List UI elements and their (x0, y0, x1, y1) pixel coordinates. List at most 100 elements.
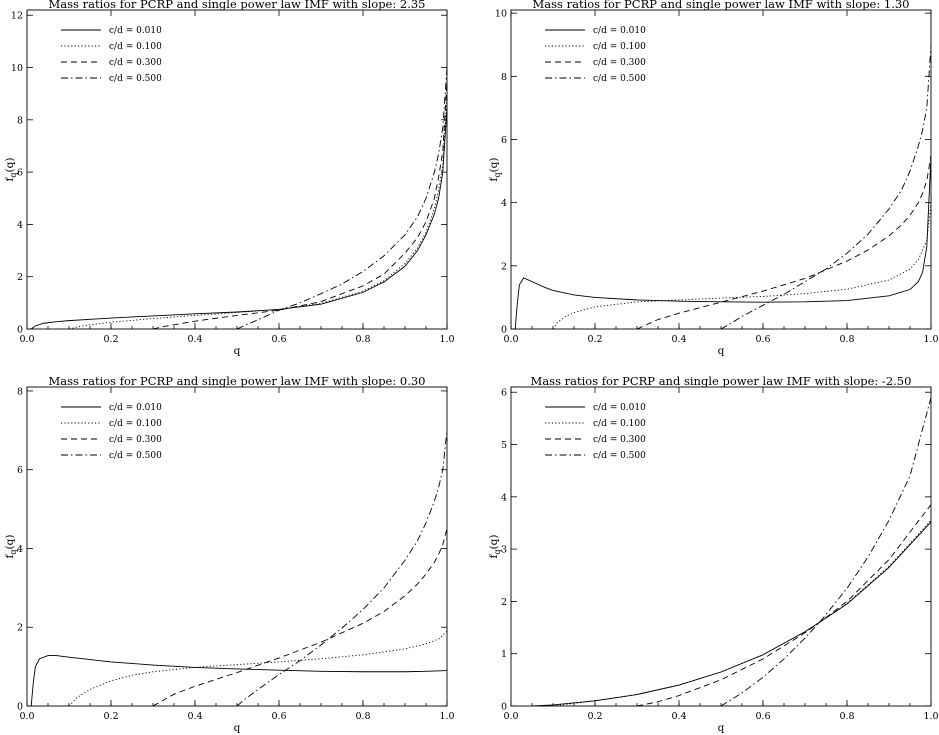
legend-label: c/d = 0.100 (109, 419, 162, 429)
x-tick-label: 0.2 (103, 711, 118, 722)
legend-label: c/d = 0.100 (593, 419, 646, 429)
series-line-4 (236, 67, 447, 329)
y-tick-label: 4 (17, 544, 23, 555)
x-tick-label: 0.2 (587, 334, 602, 345)
x-tick-label: 0.6 (271, 334, 286, 345)
legend-label: c/d = 0.300 (109, 435, 162, 445)
y-tick-label: 4 (501, 198, 507, 209)
series-line-3 (152, 528, 447, 706)
chart-title: Mass ratios for PCRP and single power la… (531, 374, 912, 388)
series-line-2 (552, 520, 931, 706)
y-tick-label: 2 (501, 261, 507, 272)
plot-frame (510, 9, 932, 330)
plot-frame (26, 386, 448, 707)
chart-panel-3: Mass ratios for PCRP and single power la… (4, 374, 455, 734)
legend-label: c/d = 0.100 (109, 42, 162, 52)
x-tick-label: 0.8 (355, 711, 370, 722)
series-line-4 (236, 430, 447, 706)
y-tick-label: 0 (17, 325, 23, 336)
y-tick-label: 8 (17, 115, 23, 126)
y-tick-label: 6 (501, 135, 507, 146)
x-tick-label: 0.4 (671, 334, 686, 345)
legend-label: c/d = 0.010 (593, 403, 646, 413)
y-tick-label: 6 (501, 388, 507, 399)
y-tick-label: 6 (17, 465, 23, 476)
chart-title: Mass ratios for PCRP and single power la… (49, 374, 426, 388)
y-tick-label: 2 (17, 272, 23, 283)
y-tick-label: 10 (495, 9, 507, 20)
plot-frame (510, 386, 932, 707)
chart-panel-4: Mass ratios for PCRP and single power la… (488, 374, 939, 734)
y-axis-label: fq(q) (488, 535, 502, 559)
x-tick-label: 1.0 (923, 711, 938, 722)
x-tick-label: 0.4 (187, 334, 202, 345)
y-axis-label: fq(q) (4, 158, 18, 182)
y-tick-label: 4 (17, 220, 23, 231)
legend-label: c/d = 0.500 (109, 451, 162, 461)
x-tick-label: 0.2 (103, 334, 118, 345)
series-line-2 (552, 202, 931, 329)
x-axis-label: q (234, 722, 241, 734)
legend-label: c/d = 0.500 (109, 74, 162, 84)
x-tick-label: 0.2 (587, 711, 602, 722)
y-axis-label: fq(q) (488, 158, 502, 182)
series-line-1 (531, 521, 931, 706)
series-line-4 (720, 397, 931, 706)
x-tick-label: 0.8 (839, 711, 854, 722)
series-line-2 (68, 630, 447, 706)
x-tick-label: 0.6 (755, 334, 770, 345)
series-line-3 (636, 504, 931, 706)
x-tick-label: 1.0 (923, 334, 938, 345)
x-tick-label: 0.6 (755, 711, 770, 722)
y-tick-label: 8 (17, 386, 23, 397)
x-tick-label: 0.6 (271, 711, 286, 722)
x-tick-label: 1.0 (439, 711, 454, 722)
legend-label: c/d = 0.300 (109, 58, 162, 68)
x-tick-label: 1.0 (439, 334, 454, 345)
y-tick-label: 0 (501, 702, 507, 713)
chart-panel-2: Mass ratios for PCRP and single power la… (488, 0, 939, 357)
x-axis-label: q (718, 722, 725, 734)
legend-label: c/d = 0.010 (109, 403, 162, 413)
y-tick-label: 2 (501, 597, 507, 608)
y-tick-label: 3 (501, 545, 507, 556)
series-line-1 (30, 106, 447, 329)
x-tick-label: 0.4 (671, 711, 686, 722)
y-tick-label: 1 (501, 649, 507, 660)
y-tick-label: 0 (17, 702, 23, 713)
legend-label: c/d = 0.300 (593, 58, 646, 68)
y-tick-label: 10 (11, 63, 23, 74)
chart-title: Mass ratios for PCRP and single power la… (533, 0, 910, 11)
x-tick-label: 0.0 (503, 334, 518, 345)
legend-label: c/d = 0.100 (593, 42, 646, 52)
x-tick-label: 0.4 (187, 711, 202, 722)
y-tick-label: 6 (17, 168, 23, 179)
series-line-1 (30, 655, 447, 706)
legend-label: c/d = 0.010 (593, 26, 646, 36)
series-line-3 (636, 155, 931, 329)
series-line-2 (68, 93, 447, 329)
x-tick-label: 0.0 (19, 711, 34, 722)
y-tick-label: 2 (17, 623, 23, 634)
y-tick-label: 8 (501, 72, 507, 83)
y-tick-label: 4 (501, 492, 507, 503)
legend-label: c/d = 0.500 (593, 74, 646, 84)
x-tick-label: 0.0 (503, 711, 518, 722)
y-tick-label: 0 (501, 325, 507, 336)
series-line-1 (514, 155, 931, 329)
series-line-4 (720, 44, 931, 329)
chart-title: Mass ratios for PCRP and single power la… (49, 0, 426, 11)
legend-label: c/d = 0.010 (109, 26, 162, 36)
y-tick-label: 5 (501, 440, 507, 451)
legend-label: c/d = 0.300 (593, 435, 646, 445)
y-axis-label: fq(q) (4, 535, 18, 559)
plot-frame (26, 9, 448, 330)
x-tick-label: 0.0 (19, 334, 34, 345)
legend-label: c/d = 0.500 (593, 451, 646, 461)
series-line-3 (152, 80, 447, 329)
x-axis-label: q (718, 345, 725, 357)
x-tick-label: 0.8 (355, 334, 370, 345)
x-axis-label: q (234, 345, 241, 357)
y-tick-label: 12 (11, 11, 23, 22)
